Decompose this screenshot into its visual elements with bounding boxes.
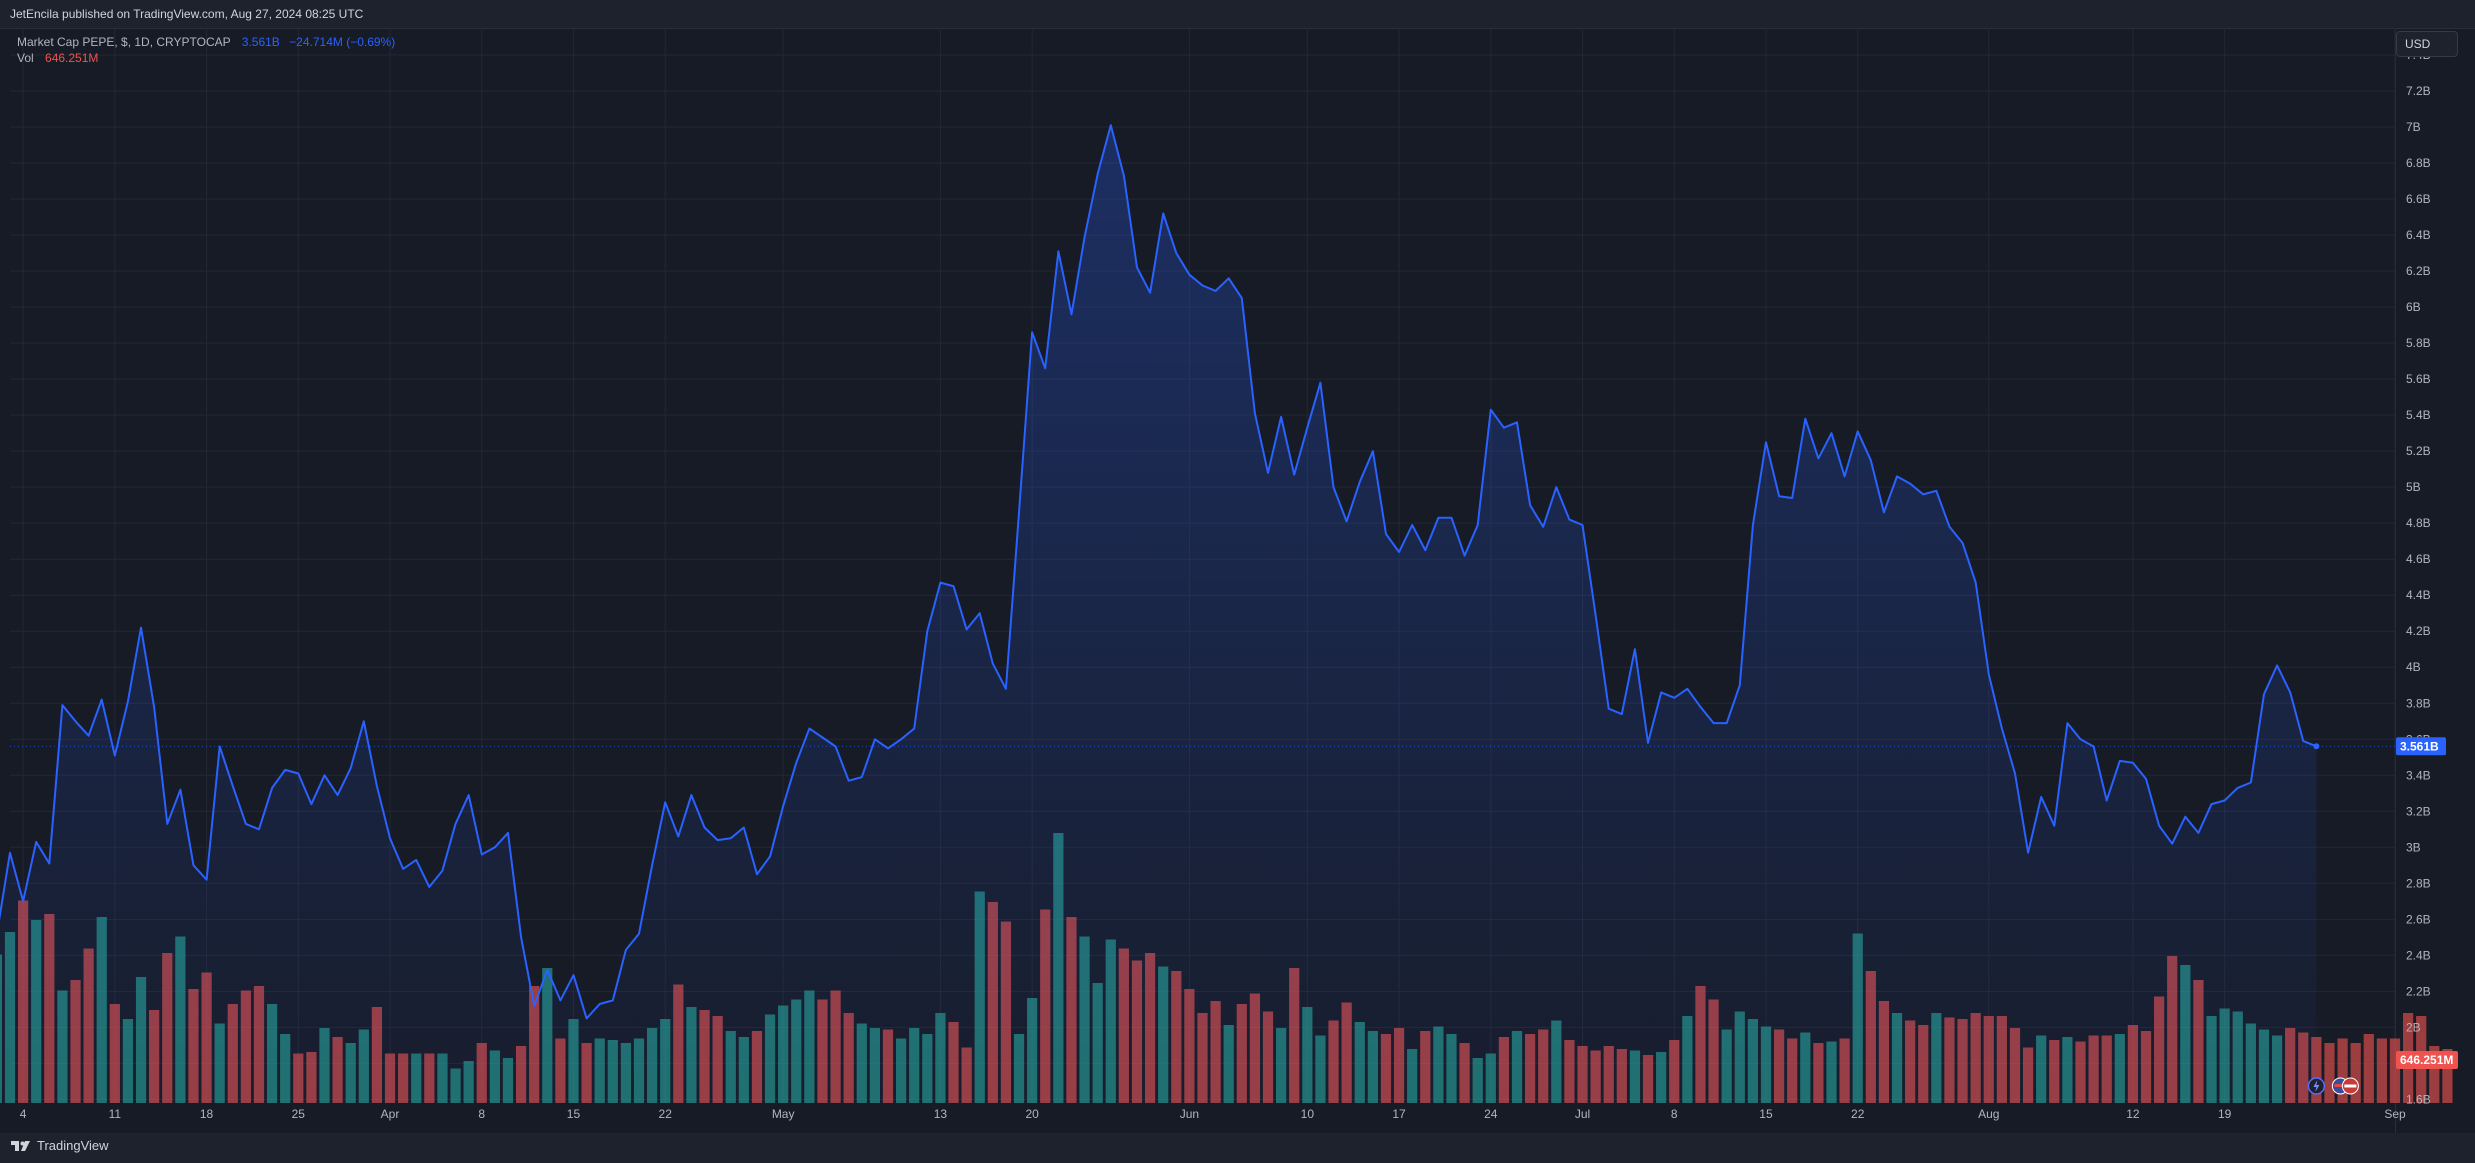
y-tick-label: 2B [2406,1020,2421,1034]
x-tick-label: 22 [659,1107,673,1121]
y-tick-label: 5.8B [2406,336,2431,350]
volume-bar [2389,1038,2401,1103]
publisher-text: JetEncila published on TradingView.com, … [10,7,364,21]
x-tick-label: Aug [1978,1107,1999,1121]
legend-main: Market Cap PEPE, $, 1D, CRYPTOCAP 3.561B… [17,35,395,49]
legend-volume-value: 646.251M [45,51,99,65]
x-tick-label: 19 [2218,1107,2232,1121]
y-tick-label: 2.2B [2406,984,2431,998]
y-tick-label: 4.4B [2406,588,2431,602]
y-tick-label: 7.2B [2406,84,2431,98]
x-tick-label: 13 [934,1107,948,1121]
x-tick-label: 15 [567,1107,581,1121]
series-line [0,124,2317,1020]
x-tick-label: 4 [20,1107,27,1121]
x-tick-label: 17 [1392,1107,1406,1121]
y-tick-label: 7B [2406,120,2421,134]
volume-bar [2324,1043,2335,1103]
legend-last-value: 3.561B [241,35,280,49]
x-tick-label: May [772,1107,795,1121]
y-tick-label: 2.4B [2406,948,2431,962]
y-tick-label: 4.8B [2406,516,2431,530]
y-tick-label: 5.2B [2406,444,2431,458]
volume-bar [2350,1043,2361,1103]
x-tick-label: 20 [1025,1107,1039,1121]
uk-flag-stripe [2344,1084,2357,1088]
y-tick-label: 4.2B [2406,624,2431,638]
volume-bar [2376,1038,2388,1103]
y-tick-label: 6B [2406,300,2421,314]
x-tick-label: 8 [478,1107,485,1121]
x-tick-label: 24 [1484,1107,1498,1121]
volume-tag-label: 646.251M [2400,1053,2453,1067]
x-tick-label: Jun [1180,1107,1199,1121]
volume-bar [2429,1046,2440,1103]
volume-bar [2442,1049,2453,1103]
y-tick-label: 1.6B [2406,1092,2431,1106]
last-point-marker [2313,743,2320,750]
x-tick-label: Jul [1575,1107,1590,1121]
legend-volume: Vol 646.251M [17,51,98,65]
y-tick-label: 6.4B [2406,228,2431,242]
y-tick-label: 4B [2406,660,2421,674]
legend-volume-label[interactable]: Vol [17,51,34,65]
event-flash-glyph [2313,1080,2320,1092]
tradingview-logo-icon [11,1140,30,1151]
chart-area[interactable]: 1.6B1.8B2B2.2B2.4B2.6B2.8B3B3.2B3.4B3.6B… [0,28,2458,1134]
y-tick-label: 6.6B [2406,192,2431,206]
y-tick-label: 5.4B [2406,408,2431,422]
x-tick-label: 11 [109,1107,122,1121]
x-tick-label: 8 [1671,1107,1678,1121]
x-tick-label: 25 [292,1107,306,1121]
us-flag-stripe [2334,1084,2347,1087]
volume-bar [2337,1038,2348,1103]
y-tick-label: 3.4B [2406,768,2431,782]
x-tick-label: 12 [2126,1107,2140,1121]
y-tick-label: 4.6B [2406,552,2431,566]
publisher-bar: JetEncila published on TradingView.com, … [0,0,2475,29]
price-tag [2396,737,2446,756]
currency-button[interactable]: USD [2396,31,2458,57]
y-tick-label: 6.8B [2406,156,2431,170]
volume-tag [2396,1051,2458,1069]
series-area [0,125,2317,1103]
footer-bar [0,1133,2475,1163]
x-tick-label: 18 [200,1107,214,1121]
price-tag-label: 3.561B [2400,739,2439,753]
y-tick-label: 5B [2406,480,2421,494]
y-tick-label: 5.6B [2406,372,2431,386]
tradingview-logo-text: TradingView [37,1138,109,1153]
y-tick-label: 3.2B [2406,804,2431,818]
y-tick-label: 2.8B [2406,876,2431,890]
x-tick-label: 22 [1851,1107,1865,1121]
y-tick-label: 3.8B [2406,696,2431,710]
x-tick-label: 15 [1759,1107,1773,1121]
y-tick-label: 6.2B [2406,264,2431,278]
x-tick-label: Apr [381,1107,400,1121]
y-tick-label: 3B [2406,840,2421,854]
x-tick-label: 10 [1301,1107,1315,1121]
tradingview-logo[interactable]: TradingView [10,1138,109,1153]
legend-symbol[interactable]: Market Cap PEPE, $, 1D, CRYPTOCAP [17,35,231,49]
x-tick-label: Sep [2384,1107,2406,1121]
y-tick-label: 2.6B [2406,912,2431,926]
legend-change: −24.714M (−0.69%) [289,35,396,49]
volume-bar [2363,1034,2374,1103]
